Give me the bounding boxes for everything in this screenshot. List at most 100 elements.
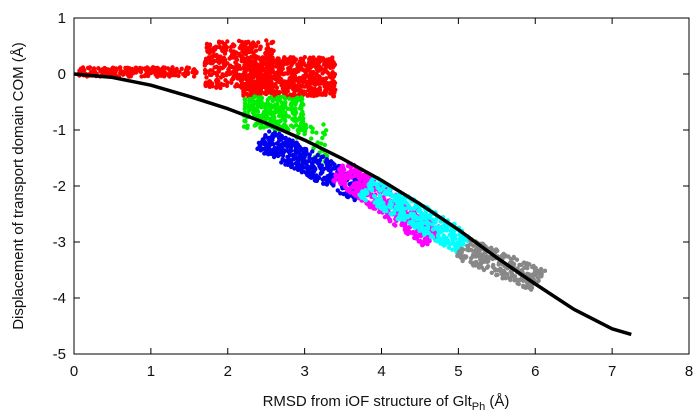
scatter-point: [259, 60, 264, 66]
scatter-point: [315, 152, 320, 158]
scatter-point: [255, 72, 260, 78]
scatter-point: [397, 203, 402, 208]
scatter-point: [331, 78, 336, 84]
scatter-point: [326, 167, 331, 172]
scatter-point: [342, 180, 348, 185]
scatter-point: [247, 78, 252, 84]
scatter-point: [307, 155, 312, 161]
scatter-point: [304, 159, 309, 164]
scatter-point: [295, 144, 300, 149]
scatter-point: [123, 66, 129, 72]
scatter-point: [301, 74, 306, 79]
scatter-point: [214, 80, 219, 85]
scatter-point: [369, 186, 374, 191]
scatter-point: [315, 89, 320, 94]
scatter-point: [324, 182, 330, 187]
scatter-point: [265, 97, 270, 103]
scatter-point: [420, 243, 425, 248]
scatter-point: [309, 164, 314, 169]
scatter-point: [190, 70, 195, 75]
scatter-point: [300, 124, 305, 129]
scatter-point: [292, 91, 297, 96]
scatter-point: [273, 110, 278, 115]
scatter-point: [266, 141, 271, 147]
scatter-point: [249, 65, 254, 70]
scatter-point: [322, 142, 327, 148]
scatter-point: [270, 113, 276, 119]
scatter-point: [295, 167, 301, 172]
scatter-point: [87, 65, 93, 70]
scatter-point: [251, 41, 256, 46]
scatter-point: [291, 124, 296, 130]
scatter-point: [233, 54, 238, 60]
scatter-point: [242, 97, 247, 102]
scatter-point: [222, 42, 227, 47]
scatter-point: [223, 78, 228, 83]
scatter-point: [277, 63, 282, 68]
scatter-point: [121, 70, 127, 75]
scatter-point: [310, 129, 315, 135]
scatter-point: [479, 260, 484, 266]
scatter-point: [358, 177, 363, 182]
scatter-point: [263, 115, 268, 120]
scatter-point: [471, 252, 476, 257]
scatter-point: [296, 163, 301, 168]
scatter-point: [215, 73, 220, 78]
scatter-point: [527, 262, 532, 267]
scatter-point: [256, 80, 261, 85]
scatter-point: [469, 248, 475, 253]
scatter-point: [227, 65, 232, 71]
scatter-point: [455, 245, 460, 250]
scatter-point: [301, 92, 306, 97]
scatter-point: [375, 204, 380, 209]
scatter-point: [253, 90, 258, 96]
scatter-point: [211, 49, 216, 55]
scatter-point: [228, 44, 234, 50]
scatter-point: [532, 270, 537, 276]
scatter-point: [327, 83, 332, 88]
scatter-point: [523, 285, 528, 290]
scatter-point: [295, 87, 300, 93]
scatter-point: [414, 221, 419, 227]
scatter-point: [265, 42, 270, 47]
scatter-point: [218, 85, 223, 91]
scatter-point: [302, 129, 308, 134]
scatter-point: [340, 163, 345, 168]
scatter-point: [142, 66, 148, 71]
scatter-point: [242, 106, 247, 112]
scatter-point: [261, 90, 267, 96]
scatter-point: [309, 136, 314, 141]
scatter-point: [204, 75, 209, 80]
scatter-point: [243, 60, 248, 65]
scatter-point: [138, 69, 144, 75]
scatter-point: [300, 84, 305, 89]
scatter-point: [179, 66, 184, 72]
scatter-point: [454, 241, 459, 247]
scatter-point: [435, 237, 441, 242]
scatter-point: [280, 115, 285, 120]
scatter-point: [279, 160, 284, 165]
y-tick-label: -4: [53, 290, 66, 307]
data-points-layer: [76, 38, 548, 292]
scatter-point: [298, 59, 303, 65]
scatter-point: [228, 71, 233, 76]
scatter-point: [263, 51, 268, 56]
scatter-point: [289, 142, 294, 147]
scatter-point: [274, 78, 280, 83]
scatter-point: [419, 213, 424, 218]
scatter-point: [276, 56, 281, 61]
scatter-point: [264, 38, 269, 43]
scatter-point: [225, 61, 230, 66]
scatter-point: [263, 80, 268, 85]
scatter-point: [312, 159, 318, 164]
scatter-point: [446, 245, 452, 250]
scatter-point: [271, 141, 276, 147]
scatter-point: [492, 266, 497, 271]
scatter-point: [320, 56, 326, 61]
scatter-point: [306, 63, 311, 68]
scatter-point: [156, 70, 161, 76]
scatter-point: [374, 183, 380, 188]
scatter-point: [380, 186, 385, 191]
scatter-point: [78, 66, 84, 72]
